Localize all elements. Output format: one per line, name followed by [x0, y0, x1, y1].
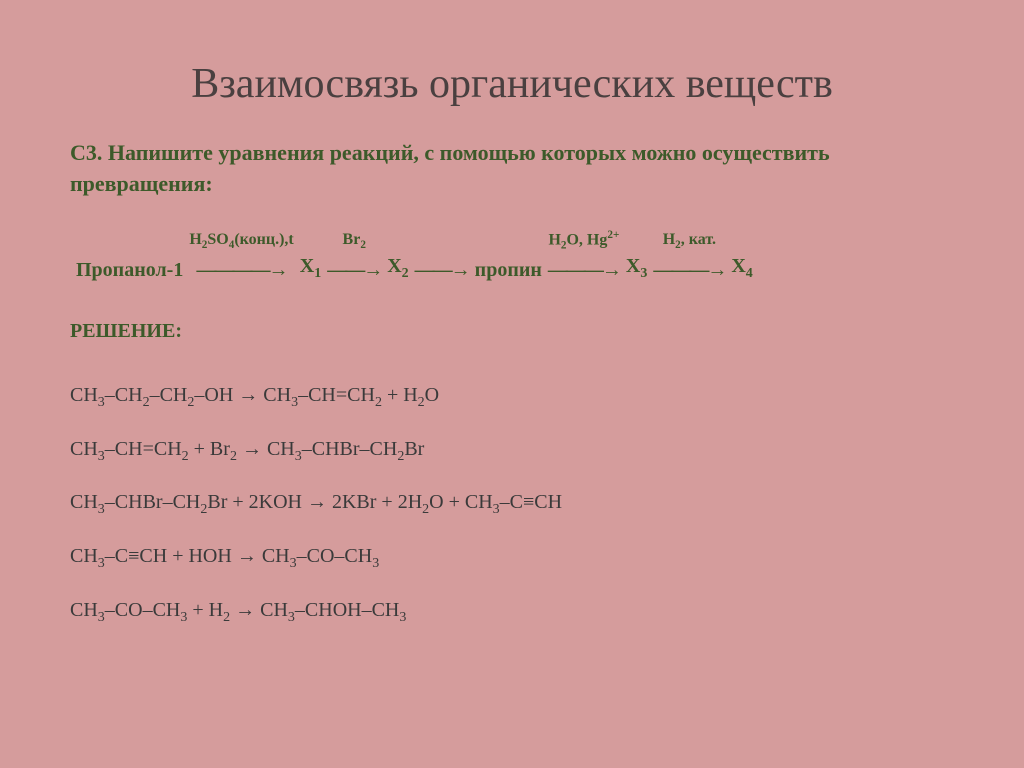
reaction-scheme: Пропанол-1H2SO4(конц.),t————→ X1Br2——→ X…	[70, 228, 954, 284]
slide: Взаимосвязь органических веществ С3. Нап…	[0, 0, 1024, 682]
equation-line: CH3–CH2–CH2–OH → CH3–CH=CH2 + H2O	[70, 373, 954, 419]
scheme-start: Пропанол-1	[70, 256, 189, 284]
scheme-condition: Br2	[343, 229, 366, 254]
equation-line: CH3–C≡CH + HOH → CH3–CO–CH3	[70, 534, 954, 580]
arrow-icon: ——→	[415, 256, 469, 284]
scheme-target: X1	[294, 252, 327, 284]
equation-line: CH3–CH=CH2 + Br2 → CH3–CHBr–CH2Br	[70, 427, 954, 473]
solution-label: РЕШЕНИЕ:	[70, 320, 954, 343]
arrow-icon: ———→	[653, 256, 725, 284]
equation-line: CH3–CHBr–CH2Br + 2KOH → 2KBr + 2H2O + CH…	[70, 480, 954, 526]
scheme-condition: H2, кат.	[663, 229, 716, 254]
scheme-target: X4	[725, 252, 758, 284]
scheme-target: X2	[381, 252, 414, 284]
scheme-target: X3	[620, 252, 653, 284]
arrow-icon: ————→	[197, 256, 287, 284]
arrow-icon: ——→	[327, 256, 381, 284]
page-title: Взаимосвязь органических веществ	[70, 60, 954, 108]
arrow-icon: ———→	[548, 256, 620, 284]
scheme-condition: H2SO4(конц.),t	[189, 229, 293, 254]
scheme-condition: H2O, Hg2+	[548, 228, 619, 254]
task-text: С3. Напишите уравнения реакций, с помощь…	[70, 138, 954, 200]
scheme-target: пропин	[469, 256, 548, 284]
equations-block: CH3–CH2–CH2–OH → CH3–CH=CH2 + H2O CH3–CH=…	[70, 373, 954, 634]
scheme-condition	[440, 231, 444, 253]
equation-line: CH3–CO–CH3 + H2 → CH3–CHOH–CH3	[70, 588, 954, 634]
